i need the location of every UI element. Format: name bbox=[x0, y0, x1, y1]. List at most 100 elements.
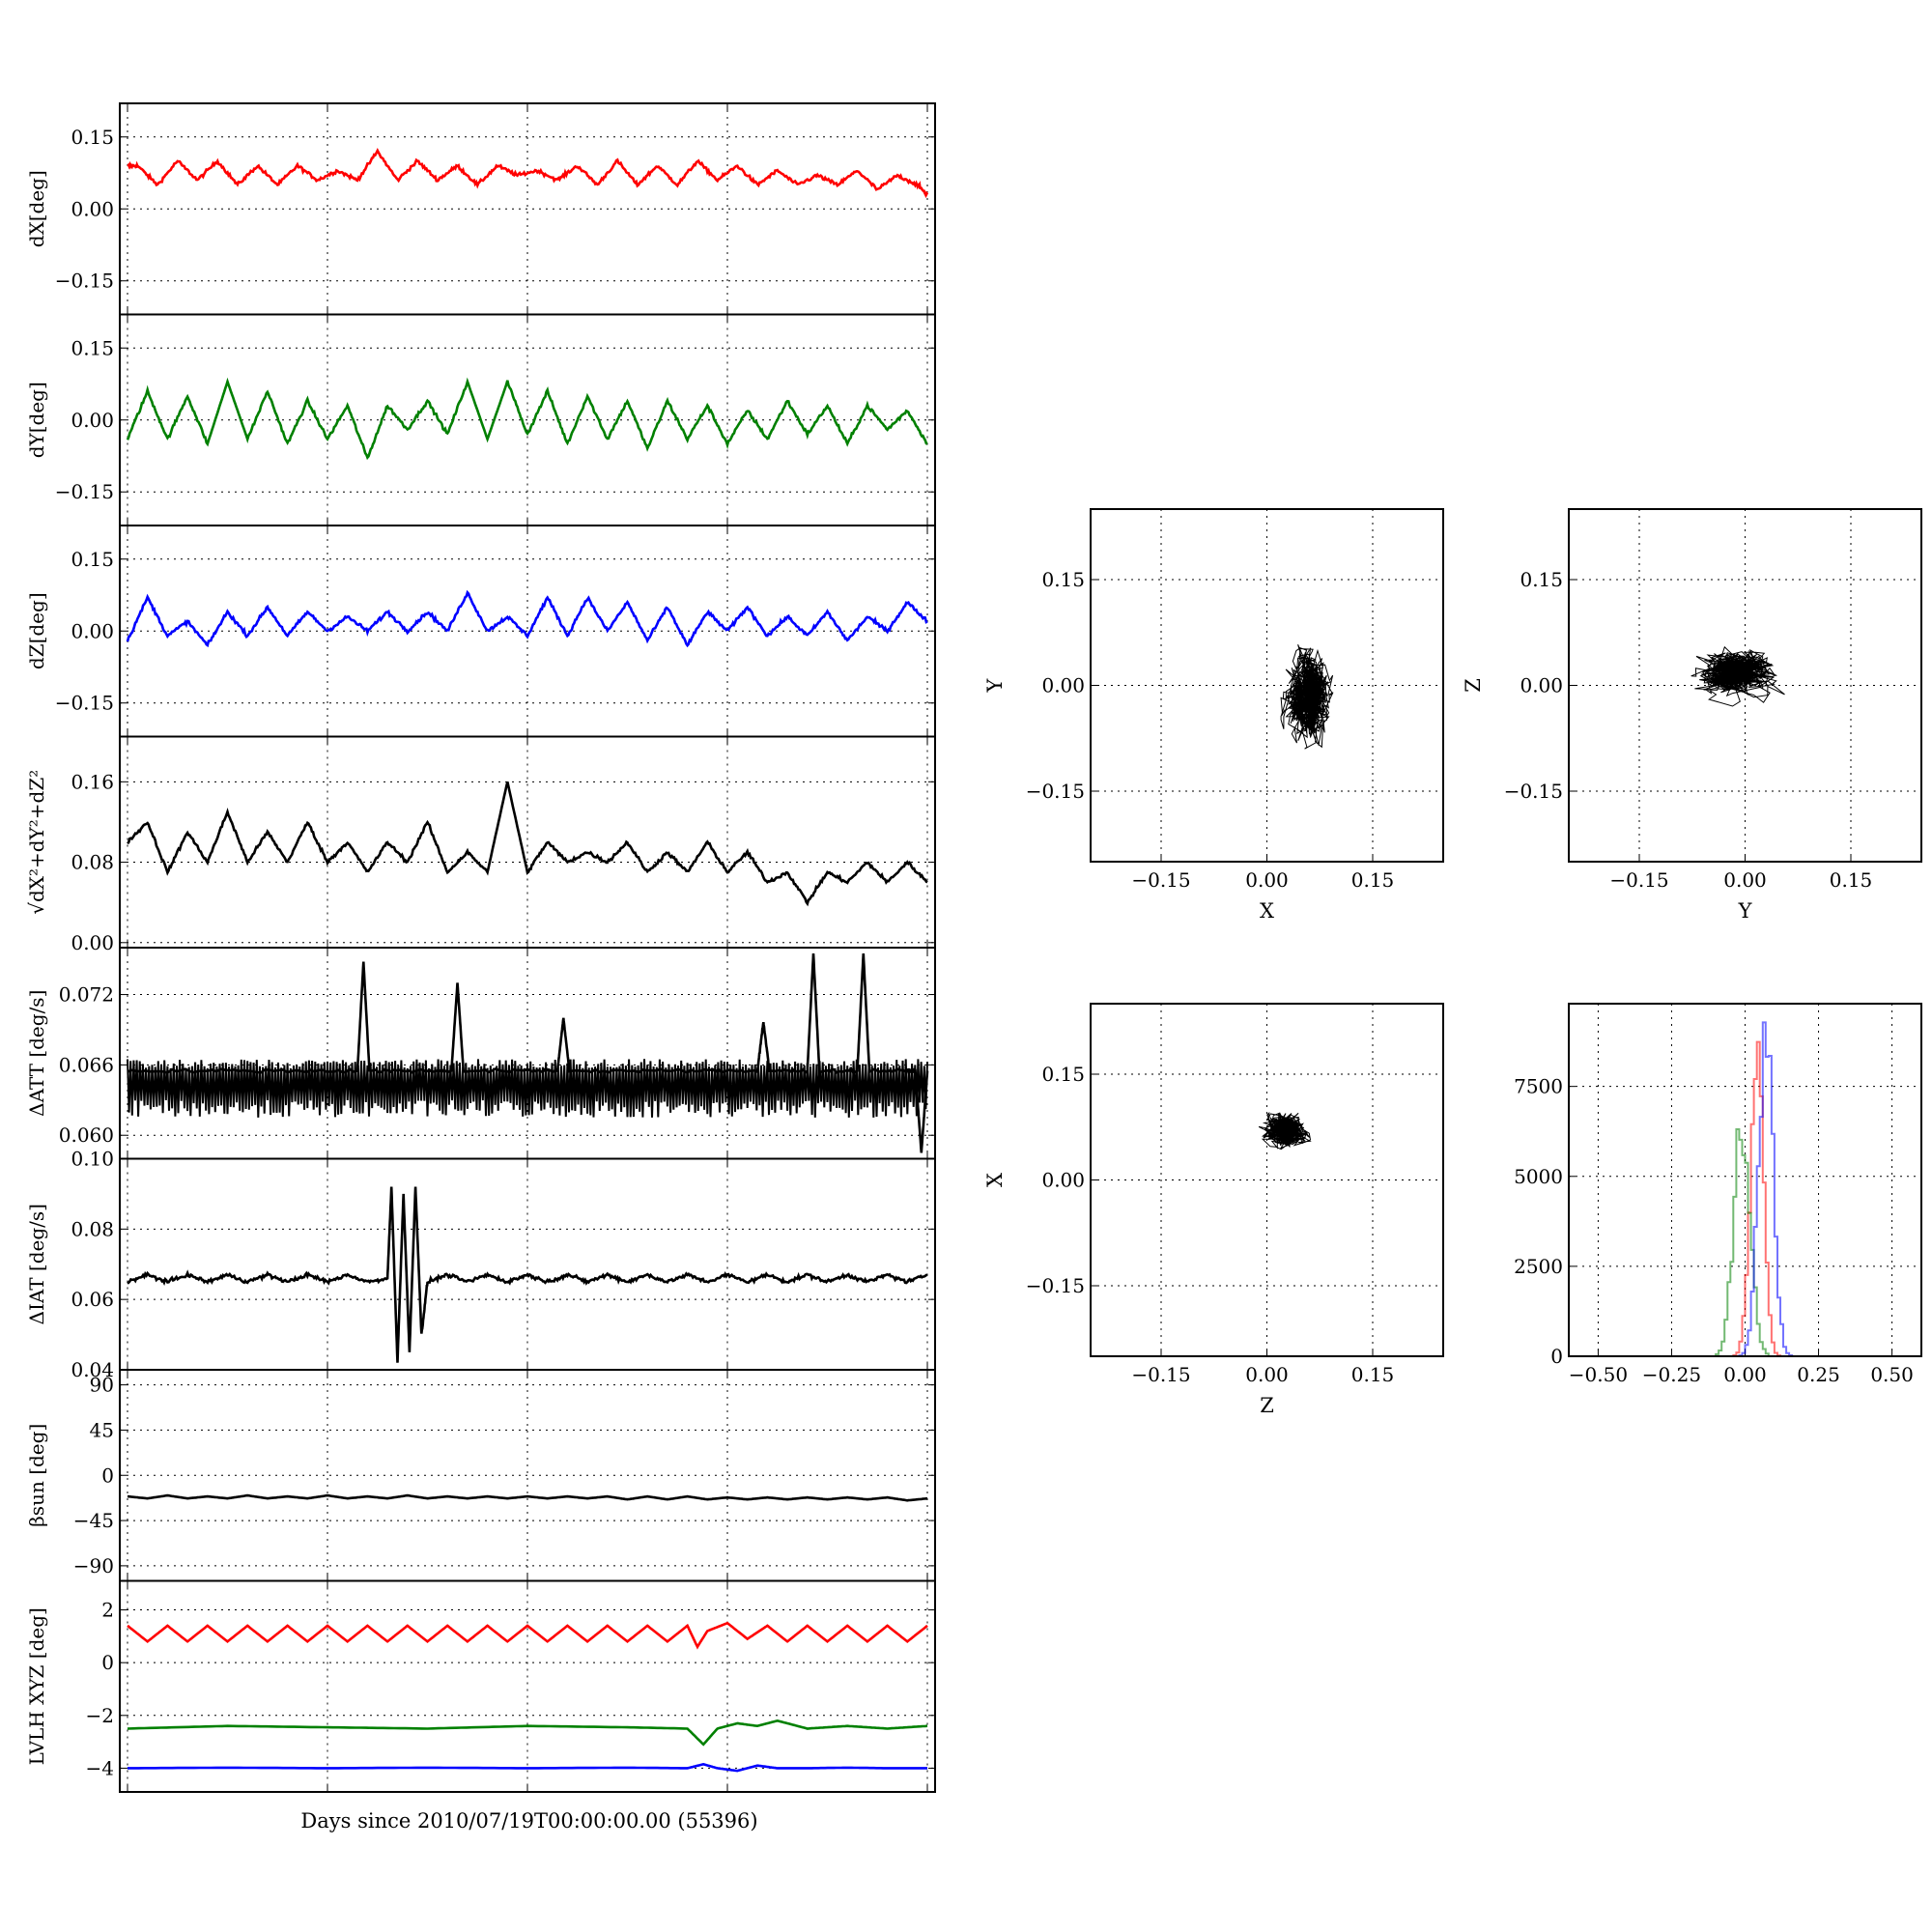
y-tick-label: 0 bbox=[1550, 1345, 1563, 1368]
x-tick-label: −0.15 bbox=[1131, 868, 1190, 892]
series-line bbox=[127, 1621, 928, 1650]
y-tick-label: −2 bbox=[86, 1704, 114, 1727]
y-tick-label: −45 bbox=[73, 1509, 114, 1532]
panel-beta: −90 −45 0 45 90 βsun [deg] bbox=[25, 1369, 936, 1582]
y-tick-label: −0.15 bbox=[1026, 1274, 1085, 1297]
panel-frame bbox=[119, 1157, 936, 1371]
panel-frame bbox=[1568, 508, 1922, 863]
y-tick-label: 45 bbox=[90, 1418, 114, 1441]
y-tick-label: 0.08 bbox=[71, 851, 114, 874]
y-tick-label: 0.08 bbox=[71, 1217, 114, 1240]
y-tick-label: −0.15 bbox=[55, 270, 114, 293]
panel-lvlh: −4 −2 0 2 LVLH XYZ [deg] bbox=[25, 1579, 936, 1793]
x-tick-label: 0.50 bbox=[1870, 1363, 1914, 1386]
panel-dz: −0.15 0.00 0.15 dZ[deg] bbox=[25, 525, 936, 738]
panel-dx: −0.15 0.00 0.15 dX[deg] bbox=[25, 102, 936, 316]
y-tick-label: −90 bbox=[73, 1554, 114, 1577]
y-tick-label: 0.04 bbox=[71, 1358, 114, 1381]
panel-xy: −0.15 −0.15 0.00 0.00 0.15 0.15 X Y bbox=[983, 508, 1444, 923]
y-tick-label: 0.16 bbox=[71, 770, 114, 793]
y-axis-label: ΔIAT [deg/s] bbox=[25, 1204, 48, 1324]
y-axis-label: √dX²+dY²+dZ² bbox=[25, 770, 48, 915]
y-tick-label: 0.00 bbox=[71, 409, 114, 432]
y-axis-label: Y bbox=[983, 677, 1007, 693]
y-tick-label: 2 bbox=[101, 1599, 114, 1622]
y-tick-label: 0.00 bbox=[1520, 674, 1563, 697]
y-tick-label: 0.06 bbox=[71, 1288, 114, 1311]
panel-dr: 0.00 0.08 0.16 √dX²+dY²+dZ² bbox=[25, 735, 936, 954]
y-tick-label: −0.15 bbox=[55, 692, 114, 715]
series-line bbox=[126, 377, 928, 461]
panel-frame bbox=[119, 735, 936, 949]
y-tick-label: 0.15 bbox=[71, 336, 114, 359]
series-line bbox=[127, 1719, 928, 1747]
histogram-series bbox=[1598, 1040, 1892, 1357]
x-tick-label: 0.15 bbox=[1830, 868, 1873, 892]
y-axis-label: LVLH XYZ [deg] bbox=[25, 1607, 48, 1765]
y-tick-label: 0.060 bbox=[59, 1123, 114, 1147]
plots-layer: −0.15 0.00 0.15 dX[deg] −0.15 0.00 0.15 dY[deg]… bbox=[25, 102, 1922, 1793]
y-tick-label: 0.00 bbox=[71, 931, 114, 954]
y-tick-label: 0.072 bbox=[59, 983, 114, 1007]
x-tick-label: 0.00 bbox=[1723, 1363, 1767, 1386]
y-tick-label: 0.10 bbox=[71, 1148, 114, 1171]
trajectory-line bbox=[1280, 644, 1334, 750]
x-axis-label: Z bbox=[1260, 1394, 1274, 1417]
y-tick-label: 0.00 bbox=[71, 197, 114, 220]
y-tick-label: −0.15 bbox=[55, 480, 114, 503]
x-tick-label: −0.50 bbox=[1569, 1363, 1628, 1386]
y-tick-label: −0.15 bbox=[1504, 780, 1563, 803]
trajectory-line bbox=[1690, 645, 1785, 707]
y-axis-label: βsun [deg] bbox=[25, 1424, 48, 1527]
y-axis-label: dX[deg] bbox=[25, 170, 48, 247]
series-band-line bbox=[127, 1059, 928, 1118]
panel-yz: −0.15 −0.15 0.00 0.00 0.15 0.15 Y Z bbox=[1462, 508, 1922, 923]
y-tick-label: 7500 bbox=[1514, 1075, 1563, 1098]
series-line bbox=[126, 589, 928, 648]
y-tick-label: 0.15 bbox=[1520, 568, 1563, 591]
series-line bbox=[127, 953, 929, 1153]
y-tick-label: 0.00 bbox=[71, 619, 114, 642]
x-tick-label: 0.25 bbox=[1797, 1363, 1840, 1386]
y-axis-label: dY[deg] bbox=[25, 382, 48, 458]
panel-diat: 0.04 0.06 0.08 0.10 ΔIAT [deg/s] bbox=[25, 1148, 936, 1381]
series-line bbox=[127, 1493, 928, 1502]
x-tick-label: 0.00 bbox=[1245, 1363, 1289, 1386]
y-tick-label: 0.066 bbox=[59, 1053, 114, 1076]
figure-x-axis-label: Days since 2010/07/19T00:00:00.00 (55396… bbox=[300, 1809, 757, 1833]
y-tick-label: 0 bbox=[101, 1651, 114, 1674]
x-tick-label: 0.00 bbox=[1723, 868, 1767, 892]
series-line bbox=[128, 1762, 927, 1773]
y-tick-label: 0.00 bbox=[1041, 1169, 1085, 1192]
y-axis-label: dZ[deg] bbox=[25, 592, 48, 669]
series-line bbox=[127, 781, 928, 907]
y-tick-label: 5000 bbox=[1514, 1165, 1563, 1188]
series-line bbox=[127, 148, 929, 199]
y-tick-label: 2500 bbox=[1514, 1255, 1563, 1278]
y-axis-label: ΔATT [deg/s] bbox=[25, 990, 48, 1117]
x-tick-label: −0.15 bbox=[1609, 868, 1668, 892]
panel-frame bbox=[119, 1579, 936, 1793]
y-tick-label: 0.15 bbox=[1041, 1063, 1085, 1086]
y-tick-label: 0.15 bbox=[1041, 568, 1085, 591]
x-axis-label: Y bbox=[1738, 899, 1753, 923]
y-tick-label: 0.00 bbox=[1041, 674, 1085, 697]
panel-datt: 0.060 0.066 0.072 ΔATT [deg/s] bbox=[25, 947, 936, 1160]
panel-frame bbox=[1568, 1003, 1922, 1357]
x-tick-label: −0.25 bbox=[1642, 1363, 1701, 1386]
x-tick-label: 0.15 bbox=[1351, 868, 1395, 892]
panel-hist: −0.50 −0.25 0.00 0.25 0.50 0 2500 5000 7500 bbox=[1514, 1003, 1922, 1386]
series-line bbox=[127, 1186, 928, 1363]
y-tick-label: 0.15 bbox=[71, 548, 114, 571]
panel-dy: −0.15 0.00 0.15 dY[deg] bbox=[25, 313, 936, 526]
y-axis-label: X bbox=[983, 1173, 1007, 1187]
x-axis-label: X bbox=[1260, 899, 1274, 923]
x-tick-label: −0.15 bbox=[1131, 1363, 1190, 1386]
panel-frame bbox=[1090, 1003, 1444, 1357]
x-tick-label: 0.00 bbox=[1245, 868, 1289, 892]
panel-zx: −0.15 −0.15 0.00 0.00 0.15 0.15 Z X bbox=[983, 1003, 1444, 1417]
panel-frame bbox=[1090, 508, 1444, 863]
y-tick-label: 0 bbox=[101, 1463, 114, 1487]
y-tick-label: 0.15 bbox=[71, 126, 114, 149]
